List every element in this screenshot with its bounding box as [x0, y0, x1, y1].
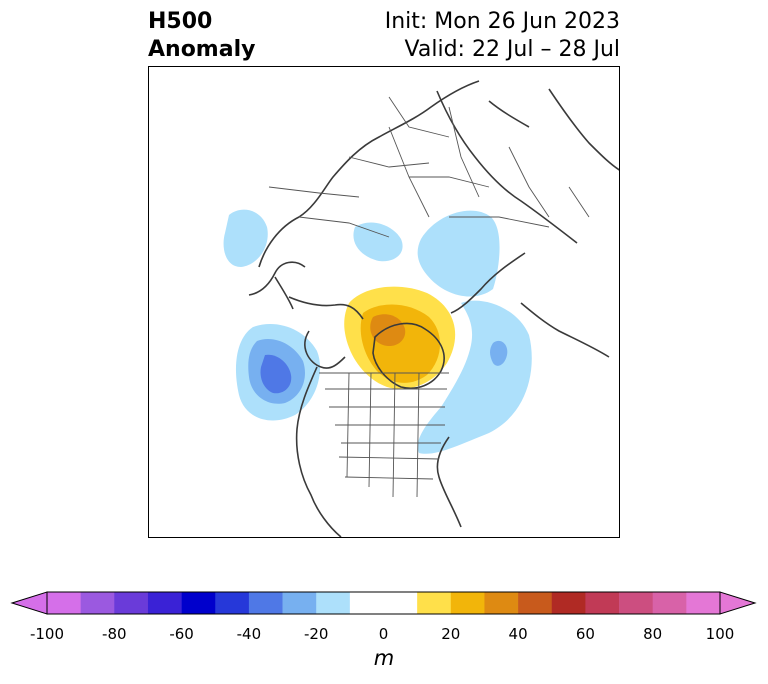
colorbar-tick-label: 100 — [705, 625, 735, 643]
coastlines — [248, 80, 619, 537]
colorbar-tick-label: 20 — [441, 625, 461, 643]
colorbar-tick-label: -100 — [29, 625, 65, 643]
title-field: H500 — [148, 9, 213, 34]
colorbar-segment — [147, 592, 182, 614]
valid-range: Valid: 22 Jul – 28 Jul — [404, 37, 620, 62]
colorbar-tick-label: -80 — [102, 625, 127, 643]
colorbar-tick-label: -20 — [303, 625, 329, 643]
init-date: Init: Mon 26 Jun 2023 — [384, 9, 620, 34]
colorbar-outline — [46, 591, 721, 615]
colorbar-segment — [551, 592, 586, 614]
colorbar-segment — [114, 592, 149, 614]
colorbar-tick-label: -60 — [169, 625, 194, 643]
title-right: Init: Mon 26 Jun 2023 Valid: 22 Jul – 28 … — [385, 8, 620, 64]
colorbar-segment — [349, 592, 418, 614]
colorbar-segments — [47, 592, 721, 614]
map-panel — [148, 66, 620, 538]
colorbar-segment — [47, 592, 81, 614]
colorbar-tick-label: 40 — [508, 625, 528, 643]
colorbar-segment — [619, 592, 653, 614]
colorbar-ticks: -100 -80 -60 -40 -20 0 20 40 60 80 100 — [0, 625, 768, 645]
colorbar-tick-label: 80 — [643, 625, 663, 643]
title-left: H500 Anomaly — [148, 8, 255, 64]
colorbar-segment — [518, 592, 553, 614]
colorbar-segment — [316, 592, 351, 614]
colorbar-segment — [80, 592, 115, 614]
colorbar-segment — [215, 592, 250, 614]
colorbar-segment — [686, 592, 721, 614]
colorbar-tick-label: -40 — [236, 625, 262, 643]
title-subfield: Anomaly — [148, 37, 256, 62]
colorbar-segment — [450, 592, 485, 614]
colorbar-over-triangle — [719, 591, 757, 615]
colorbar-segment — [417, 592, 452, 614]
colorbar-segment — [282, 592, 317, 614]
political-borders — [268, 96, 590, 498]
colorbar-segment — [484, 592, 519, 614]
colorbar — [10, 591, 757, 615]
colorbar-segment — [248, 592, 283, 614]
colorbar-tick-label: 60 — [575, 625, 595, 643]
colorbar-segment — [652, 592, 687, 614]
anomaly-fill — [223, 209, 532, 454]
colorbar-under-triangle — [10, 591, 48, 615]
map-canvas — [223, 80, 619, 537]
colorbar-tick-label: 0 — [378, 625, 389, 643]
colorbar-segment — [585, 592, 620, 614]
colorbar-segment — [181, 592, 216, 614]
colorbar-unit-label: m — [373, 646, 395, 670]
